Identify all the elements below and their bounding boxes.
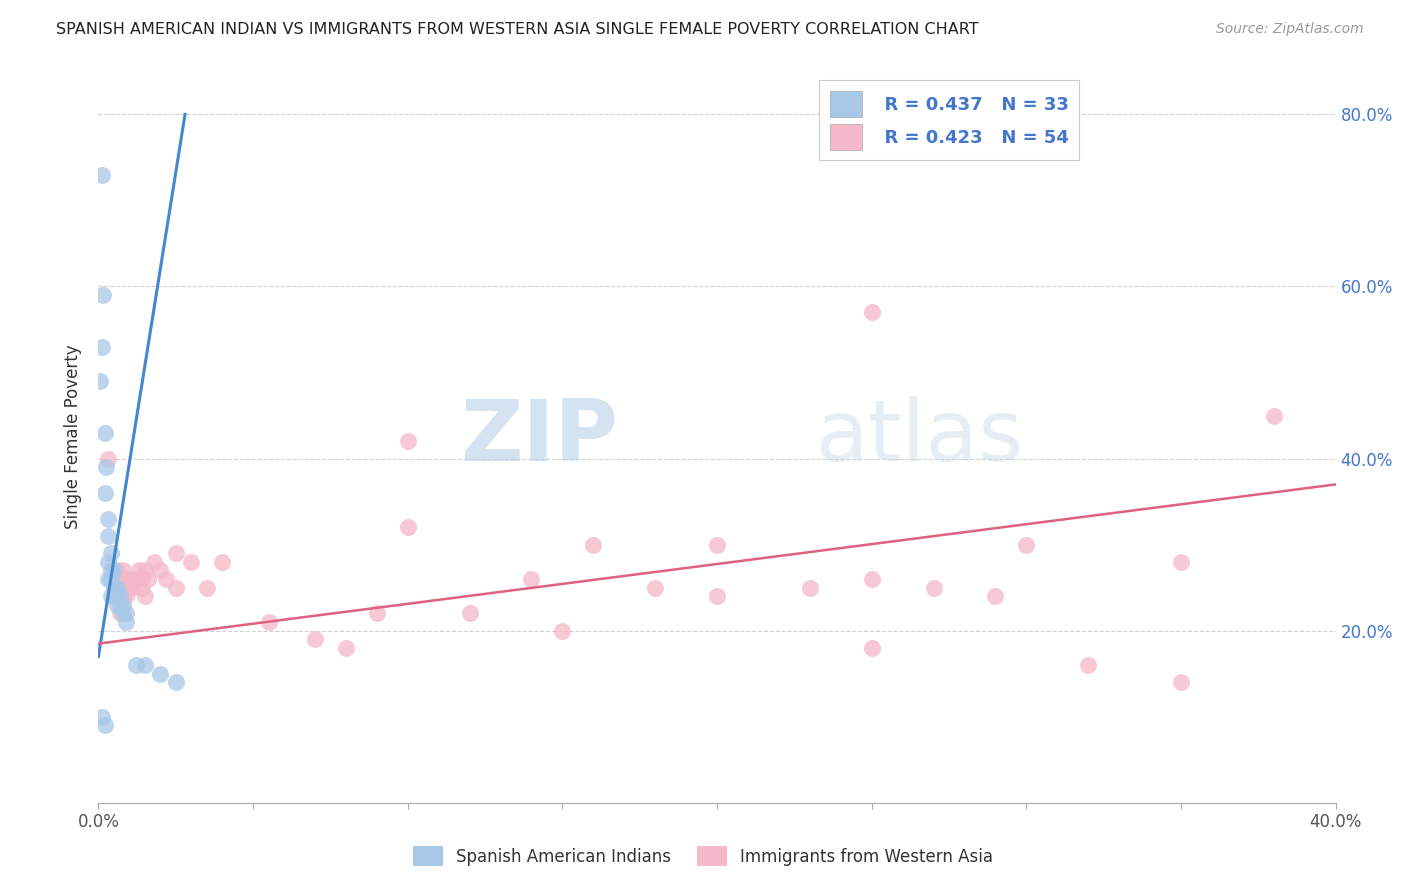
- Point: [644, 581, 666, 595]
- Point: [115, 589, 138, 603]
- Point: [922, 581, 945, 595]
- Point: [257, 615, 280, 629]
- Point: [366, 607, 388, 621]
- Point: [105, 598, 128, 612]
- Point: [165, 675, 187, 690]
- Point: [396, 434, 419, 449]
- Point: [860, 305, 883, 319]
- Text: atlas: atlas: [815, 395, 1024, 479]
- Point: [799, 581, 821, 595]
- Legend:   R = 0.437   N = 33,   R = 0.423   N = 54: R = 0.437 N = 33, R = 0.423 N = 54: [820, 80, 1080, 161]
- Point: [108, 589, 131, 603]
- Point: [103, 581, 125, 595]
- Point: [108, 581, 131, 595]
- Point: [131, 581, 153, 595]
- Point: [90, 340, 112, 354]
- Point: [90, 168, 112, 182]
- Text: SPANISH AMERICAN INDIAN VS IMMIGRANTS FROM WESTERN ASIA SINGLE FEMALE POVERTY CO: SPANISH AMERICAN INDIAN VS IMMIGRANTS FR…: [56, 22, 979, 37]
- Legend: Spanish American Indians, Immigrants from Western Asia: Spanish American Indians, Immigrants fro…: [405, 838, 1001, 875]
- Point: [91, 288, 114, 302]
- Point: [131, 572, 153, 586]
- Point: [100, 546, 122, 560]
- Point: [97, 572, 120, 586]
- Point: [1170, 555, 1192, 569]
- Point: [118, 581, 141, 595]
- Point: [143, 555, 166, 569]
- Point: [115, 615, 138, 629]
- Point: [706, 538, 728, 552]
- Point: [124, 572, 146, 586]
- Point: [520, 572, 543, 586]
- Point: [100, 572, 122, 586]
- Point: [93, 425, 115, 440]
- Point: [458, 607, 481, 621]
- Point: [90, 710, 112, 724]
- Point: [118, 572, 141, 586]
- Point: [304, 632, 326, 647]
- Point: [97, 555, 120, 569]
- Point: [1077, 658, 1099, 673]
- Point: [108, 607, 131, 621]
- Point: [112, 589, 135, 603]
- Point: [984, 589, 1007, 603]
- Point: [115, 607, 138, 621]
- Point: [89, 374, 111, 388]
- Point: [582, 538, 605, 552]
- Point: [97, 451, 120, 466]
- Point: [211, 555, 233, 569]
- Point: [136, 572, 159, 586]
- Point: [93, 486, 115, 500]
- Point: [97, 529, 120, 543]
- Point: [121, 581, 143, 595]
- Point: [155, 572, 177, 586]
- Point: [105, 572, 128, 586]
- Point: [134, 564, 156, 578]
- Point: [115, 572, 138, 586]
- Point: [103, 564, 125, 578]
- Point: [105, 589, 128, 603]
- Point: [149, 564, 172, 578]
- Point: [115, 581, 138, 595]
- Point: [860, 572, 883, 586]
- Point: [97, 512, 120, 526]
- Point: [860, 640, 883, 655]
- Point: [105, 581, 128, 595]
- Point: [112, 607, 135, 621]
- Point: [93, 718, 115, 732]
- Point: [1263, 409, 1285, 423]
- Point: [551, 624, 574, 638]
- Point: [1170, 675, 1192, 690]
- Point: [1015, 538, 1038, 552]
- Point: [134, 589, 156, 603]
- Point: [165, 581, 187, 595]
- Point: [195, 581, 218, 595]
- Point: [112, 572, 135, 586]
- Point: [335, 640, 357, 655]
- Text: ZIP: ZIP: [460, 395, 619, 479]
- Point: [103, 589, 125, 603]
- Point: [96, 460, 118, 475]
- Point: [100, 589, 122, 603]
- Point: [108, 598, 131, 612]
- Text: Source: ZipAtlas.com: Source: ZipAtlas.com: [1216, 22, 1364, 37]
- Point: [706, 589, 728, 603]
- Y-axis label: Single Female Poverty: Single Female Poverty: [65, 345, 83, 529]
- Point: [100, 564, 122, 578]
- Point: [112, 564, 135, 578]
- Point: [149, 666, 172, 681]
- Point: [165, 546, 187, 560]
- Point: [112, 598, 135, 612]
- Point: [180, 555, 202, 569]
- Point: [396, 520, 419, 534]
- Point: [105, 564, 128, 578]
- Point: [103, 581, 125, 595]
- Point: [134, 658, 156, 673]
- Point: [124, 658, 146, 673]
- Point: [128, 564, 150, 578]
